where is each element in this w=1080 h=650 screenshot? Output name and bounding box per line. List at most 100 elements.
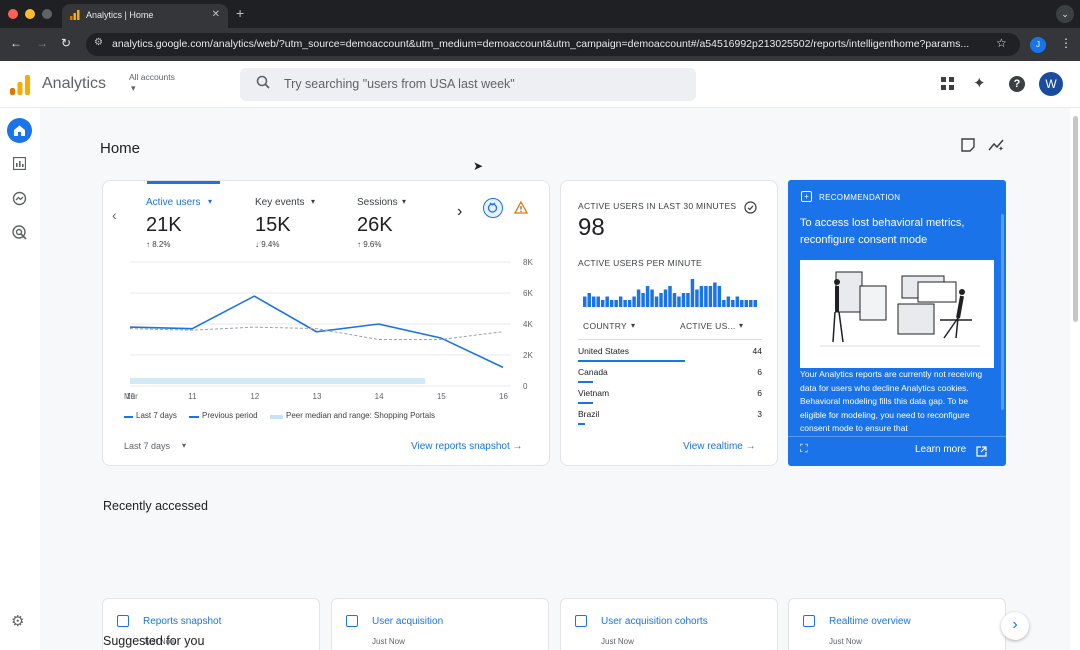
metric-change: ↓ 9.4%: [255, 240, 280, 249]
site-info-icon[interactable]: ⚙: [94, 37, 103, 48]
bookmark-star-icon[interactable]: ☆: [996, 36, 1007, 50]
new-tab-icon[interactable]: +: [236, 5, 245, 21]
row-value-bar: [578, 423, 586, 425]
metric-sessions[interactable]: Sessions ▾ 26K ↑ 9.6%: [357, 197, 452, 253]
minute-bar: [623, 300, 627, 307]
reload-icon[interactable]: ↻: [61, 36, 72, 50]
table-row[interactable]: Canada 6: [578, 367, 762, 386]
recent-card-user-acquisition[interactable]: User acquisition Just Now: [331, 598, 549, 650]
advertising-icon[interactable]: [12, 225, 27, 245]
recent-card-user-acquisition-cohorts[interactable]: User acquisition cohorts Just Now: [560, 598, 778, 650]
recent-card-title: User acquisition cohorts: [601, 616, 708, 627]
check-circle-icon[interactable]: [744, 201, 757, 219]
active-users-column-header[interactable]: ACTIVE US... ▾: [680, 321, 755, 333]
url-field[interactable]: ⚙ analytics.google.com/analytics/web/?ut…: [86, 33, 1020, 56]
series-line-previous-period: [129, 326, 504, 340]
y-tick-label: 6K: [523, 289, 533, 298]
table-row[interactable]: Brazil 3: [578, 409, 762, 428]
view-realtime-link[interactable]: View realtime →: [683, 441, 756, 452]
active-users-header: ACTIVE US...: [680, 321, 736, 331]
recent-card-reports-snapshot[interactable]: Reports snapshot Just Now: [102, 598, 320, 650]
minute-bar: [668, 286, 672, 307]
recommendation-scrollbar[interactable]: [1001, 214, 1004, 410]
profile-icon[interactable]: J: [1030, 37, 1046, 53]
insights-trend-icon[interactable]: ✦: [988, 138, 1005, 157]
anomaly-insight-icon[interactable]: [483, 198, 503, 218]
row-value-bar: [578, 402, 593, 404]
chart-legend: Last 7 days Previous period Peer median …: [124, 411, 544, 425]
page-scrollbar[interactable]: [1073, 116, 1078, 322]
search-bar[interactable]: Try searching "users from USA last week": [240, 68, 696, 101]
browser-tab[interactable]: Analytics | Home ✕: [62, 4, 228, 28]
legend-peer: Peer median and range: Shopping Portals: [286, 411, 435, 420]
minute-bar: [672, 293, 677, 307]
recent-card-realtime-overview[interactable]: Realtime overview Just Now: [788, 598, 1006, 650]
minute-bar: [740, 300, 744, 307]
minute-bar: [686, 293, 690, 307]
minute-bar: [663, 289, 668, 307]
main-content: Home ✦ ➤ ‹ Active users ▾ 21K ↑ 8.2% Ke: [40, 108, 1070, 650]
minute-bar: [659, 293, 663, 307]
apps-grid-icon[interactable]: [941, 77, 955, 96]
suggested-heading: Suggested for you: [103, 634, 205, 648]
row-value-bar: [578, 360, 685, 362]
notes-icon[interactable]: [961, 138, 975, 157]
settings-gear-icon[interactable]: ⚙: [11, 613, 25, 630]
date-range-picker[interactable]: Last 7 days ▾: [124, 441, 194, 455]
sparkle-insights-icon[interactable]: ✦: [973, 75, 986, 92]
overview-card: ‹ Active users ▾ 21K ↑ 8.2% Key events ▾…: [102, 180, 550, 466]
browser-menu-icon[interactable]: ⋮: [1060, 36, 1072, 50]
country-column-header[interactable]: COUNTRY ▾: [583, 321, 645, 333]
tab-search-icon[interactable]: ⌄: [1056, 5, 1074, 23]
warning-icon[interactable]: [513, 200, 529, 219]
minute-bar: [627, 300, 632, 307]
chevron-left-icon[interactable]: ‹: [112, 207, 117, 223]
series-line-last-7-days: [129, 295, 504, 369]
legend-swatch-peer: [270, 415, 283, 419]
minute-bar: [618, 296, 623, 307]
carousel-next-icon[interactable]: ›: [1001, 612, 1029, 640]
metric-label: Sessions: [357, 197, 398, 208]
selected-metric-indicator: [147, 181, 220, 184]
close-window-icon[interactable]: [8, 9, 18, 19]
recent-card-time: Just Now: [829, 637, 862, 646]
chevron-down-icon: ▾: [739, 321, 744, 330]
explore-icon[interactable]: [12, 191, 27, 211]
metric-key-events[interactable]: Key events ▾ 15K ↓ 9.4%: [255, 197, 350, 253]
chevron-right-icon[interactable]: ›: [457, 203, 463, 220]
avatar[interactable]: W: [1039, 72, 1063, 96]
recommendation-badge: RECOMMENDATION: [819, 193, 901, 202]
close-tab-icon[interactable]: ✕: [211, 9, 220, 20]
forward-icon[interactable]: →: [36, 36, 48, 50]
table-row[interactable]: United States 44: [578, 346, 762, 365]
row-country: Brazil: [578, 409, 600, 419]
back-icon[interactable]: ←: [10, 36, 22, 50]
search-icon: [256, 75, 270, 92]
home-icon[interactable]: [7, 118, 32, 143]
browser-address-bar: ← → ↻ ⚙ analytics.google.com/analytics/w…: [0, 28, 1080, 61]
maximize-window-icon[interactable]: [42, 9, 52, 19]
external-link-icon[interactable]: [976, 444, 987, 462]
chevron-down-icon: ▾: [208, 197, 213, 206]
minimize-window-icon[interactable]: [25, 9, 35, 19]
help-icon[interactable]: ?: [1009, 76, 1025, 92]
account-picker[interactable]: All accounts ▾: [129, 70, 189, 100]
reports-icon[interactable]: [12, 156, 27, 175]
x-tick-label: 10: [126, 392, 135, 401]
minute-bar: [609, 300, 614, 307]
view-reports-snapshot-link[interactable]: View reports snapshot →: [411, 441, 523, 452]
analytics-logo-icon[interactable]: [10, 75, 30, 100]
minute-bar: [744, 300, 749, 307]
expand-icon[interactable]: ⛶: [800, 443, 808, 455]
row-users: 44: [752, 346, 762, 356]
metric-label: Active users: [146, 197, 201, 208]
learn-more-link[interactable]: Learn more: [915, 444, 967, 455]
metric-active-users[interactable]: Active users ▾ 21K ↑ 8.2%: [146, 197, 241, 253]
report-icon: [575, 615, 587, 627]
legend-previous: Previous period: [202, 411, 258, 420]
minute-bar: [596, 296, 600, 307]
row-users: 3: [757, 409, 762, 419]
minute-bar: [641, 293, 645, 307]
recent-card-time: Just Now: [372, 637, 405, 646]
table-row[interactable]: Vietnam 6: [578, 388, 762, 407]
